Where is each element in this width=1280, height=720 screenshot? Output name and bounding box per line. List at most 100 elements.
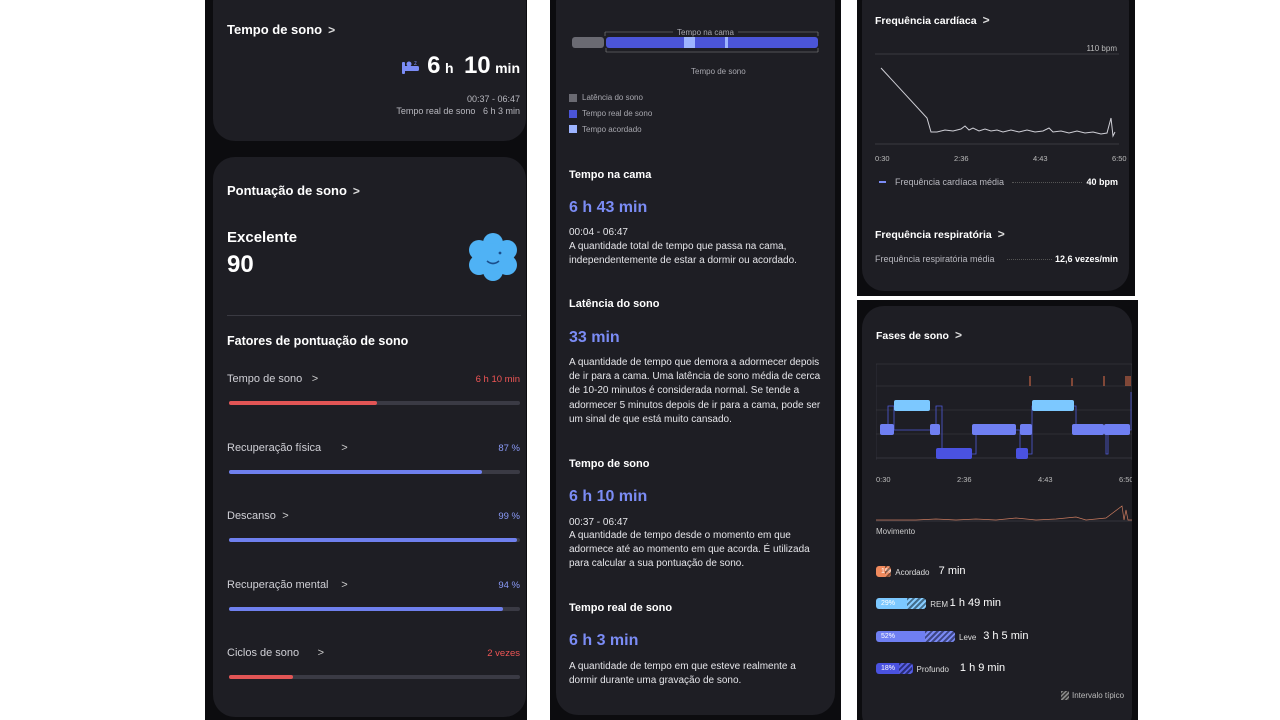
factor-progress-fill: [229, 538, 518, 542]
legend-awake-swatch: [569, 125, 577, 133]
stage-name: REM: [930, 600, 949, 610]
factor-progress-track: [229, 606, 520, 611]
factor-label: Ciclos de sono: [227, 647, 300, 659]
x-tick-label: 0:30: [875, 154, 890, 163]
chevron-right-icon: >: [954, 328, 962, 342]
x-tick-label: 0:30: [876, 475, 891, 484]
stage-bar: 1%: [876, 566, 892, 577]
stage-pct: 1%: [881, 568, 891, 575]
avg-resp-rate-value: 12,6 vezes/min: [1054, 254, 1118, 264]
sleep-stages-title[interactable]: Fases de sono >: [876, 328, 962, 342]
section-value: 6 h 10 min: [569, 488, 648, 505]
section-title: Tempo de sono: [569, 458, 650, 470]
sleep-score-title[interactable]: Pontuação de sono >: [227, 183, 360, 198]
section-title: Latência do sono: [569, 298, 660, 310]
factor-progress-track: [229, 469, 520, 474]
section-value: 6 h 43 min: [569, 199, 648, 216]
sleep-range: 00:37 - 06:47: [466, 94, 520, 104]
x-tick-label: 2:36: [954, 154, 969, 163]
stage-value: 1 h 49 min: [949, 597, 1002, 610]
factor-value: 87 %: [498, 442, 520, 454]
legend-real-sleep-swatch: [569, 110, 577, 118]
stage-bar: 52%: [876, 630, 955, 642]
sleep-time-card[interactable]: Tempo de sono > z 6 h 10 min 00:37 - 06:4…: [213, 0, 526, 141]
chevron-right-icon: >: [282, 510, 289, 522]
sleep-duration: 6 h 10 min: [427, 52, 520, 79]
chevron-right-icon: >: [997, 227, 1005, 241]
avg-heart-rate-label: Frequência cardíaca média: [895, 177, 1005, 187]
avg-resp-rate-label: Frequência respiratória média: [875, 254, 995, 264]
factor-value: 99 %: [498, 511, 520, 522]
legend-awake: Tempo acordado: [582, 125, 642, 134]
divider: [227, 315, 521, 316]
factor-progress-fill: [229, 469, 483, 474]
sleep-summary-panel: Tempo de sono > z 6 h 10 min 00:37 - 06:4…: [205, 0, 527, 720]
section-range: 00:04 - 06:47: [569, 227, 628, 238]
stage-value: 7 min: [938, 565, 966, 577]
divider-dotted: [1007, 259, 1052, 260]
time-in-bed-bar-graphic: [572, 31, 819, 53]
svg-text:z: z: [414, 61, 417, 67]
movement-label: Movimento: [876, 527, 916, 536]
factor-value: 2 vezes: [487, 648, 520, 659]
section-range: 00:37 - 06:47: [569, 517, 628, 528]
sleep-definitions-panel: Tempo na cama Tempo de sono Latência do …: [550, 0, 841, 720]
real-sleep-row: Tempo real de sono 6 h 3 min: [396, 106, 520, 116]
x-tick-label: 4:43: [1033, 154, 1048, 163]
section-value: 6 h 3 min: [569, 632, 639, 649]
legend-latency-swatch: [569, 94, 577, 102]
factor-value: 94 %: [498, 579, 520, 591]
max-bpm-label: 110 bpm: [1086, 44, 1117, 53]
chevron-right-icon: >: [328, 23, 336, 37]
divider-dotted: [1012, 182, 1082, 183]
factor-label: Recuperação mental: [227, 578, 329, 591]
sleep-stages-panel: Fases de sono >: [857, 300, 1138, 720]
sleep-score-card: Pontuação de sono > Excelente 90 Fatores …: [213, 157, 526, 717]
section-title: Tempo na cama: [569, 169, 652, 181]
stage-value: 3 h 5 min: [983, 629, 1029, 642]
factor-label: Descanso: [227, 510, 276, 522]
stage-value: 1 h 9 min: [959, 661, 1006, 674]
stage-name: Acordado: [895, 568, 930, 577]
factor-progress-fill: [229, 401, 378, 405]
factor-progress-fill: [229, 606, 503, 611]
stage-name: Leve: [959, 632, 977, 642]
x-tick-label: 2:36: [957, 475, 972, 484]
factor-value: 6 h 10 min: [475, 374, 520, 385]
score-rating: Excelente: [227, 229, 298, 246]
chevron-right-icon: >: [352, 184, 360, 198]
section-text: A quantidade de tempo desde o momento em…: [569, 530, 810, 570]
factor-progress-fill: [229, 675, 294, 679]
x-tick-label: 6:50: [1119, 475, 1132, 484]
avg-line-icon: [879, 181, 886, 183]
sleep-stages-hypnogram: [876, 363, 1132, 460]
bar-top-label: Tempo na cama: [673, 28, 738, 37]
movement-chart: [876, 505, 1132, 522]
sleep-stages-card: Fases de sono >: [862, 306, 1132, 720]
stage-typical-range: [885, 566, 892, 577]
avg-heart-rate-value: 40 bpm: [1086, 177, 1118, 187]
factors-title: Fatores de pontuação de sono: [227, 334, 409, 348]
section-text: A quantidade de tempo que demora a adorm…: [569, 357, 821, 425]
heart-rate-title[interactable]: Frequência cardíaca >: [875, 13, 990, 27]
typical-range-label: Intervalo típico: [1072, 691, 1125, 700]
factor-progress-track: [229, 401, 520, 405]
section-value: 33 min: [569, 329, 620, 346]
resp-rate-title[interactable]: Frequência respiratória >: [875, 227, 1005, 241]
stage-pct: 18%: [881, 664, 896, 672]
legend-latency: Latência do sono: [582, 93, 643, 102]
factor-progress-track: [229, 538, 520, 542]
heart-rate-chart: [875, 53, 1119, 145]
chevron-right-icon: >: [341, 441, 348, 454]
bar-bottom-label: Tempo de sono: [687, 67, 750, 76]
chevron-right-icon: >: [311, 373, 319, 385]
stage-typical-range: [924, 630, 955, 642]
score-value: 90: [227, 251, 254, 278]
chevron-right-icon: >: [982, 13, 990, 27]
sleep-time-title[interactable]: Tempo de sono >: [227, 22, 336, 37]
x-tick-label: 6:50: [1112, 154, 1127, 163]
stage-bar: 29%: [876, 598, 927, 610]
heart-rate-panel: Frequência cardíaca > 110 bpm 0:30 2:36 4:4…: [857, 0, 1135, 296]
legend-real-sleep: Tempo real de sono: [582, 109, 653, 118]
smiling-cloud-icon: [467, 231, 519, 288]
